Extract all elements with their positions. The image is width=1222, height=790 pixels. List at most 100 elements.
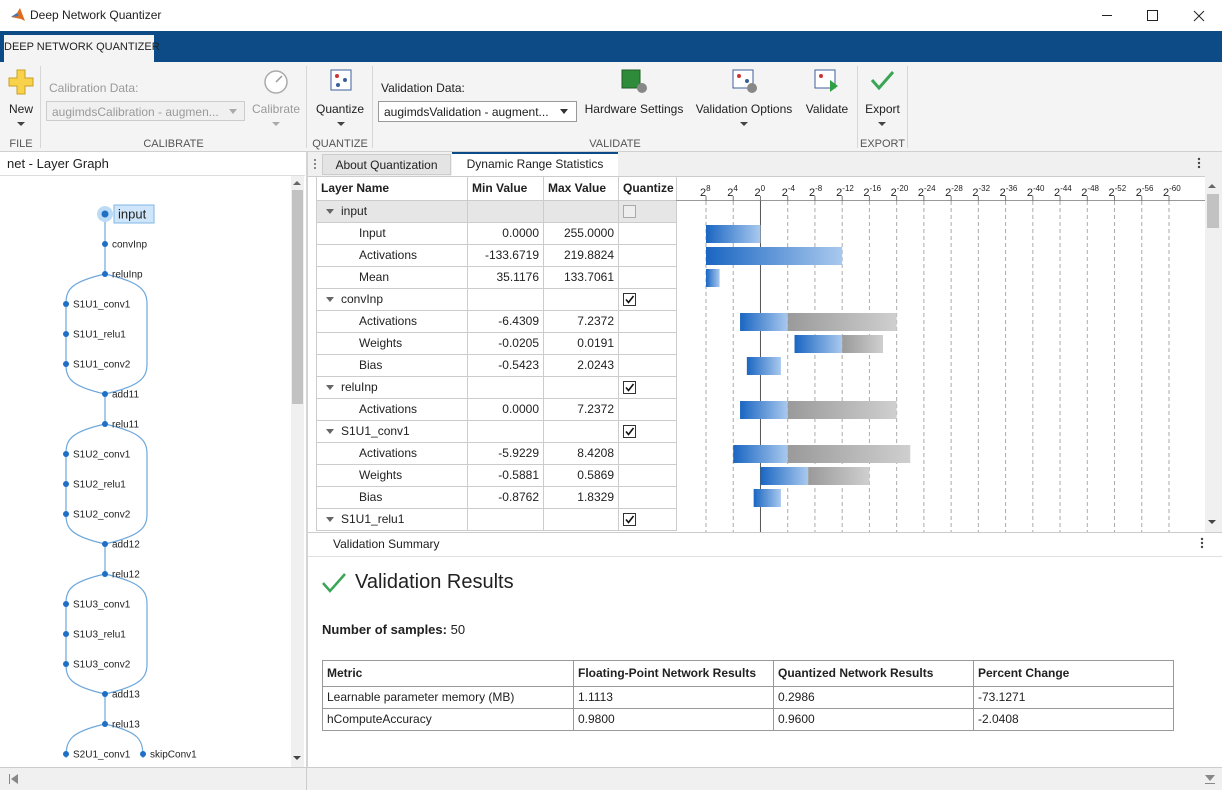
samples-label: Number of samples: <box>322 622 447 637</box>
dropdown-arrow <box>228 108 238 116</box>
graph-node[interactable] <box>63 301 69 307</box>
graph-node[interactable] <box>63 631 69 637</box>
layer-stat-name: Weights <box>317 465 468 487</box>
empty-cell <box>619 443 677 465</box>
graph-node[interactable] <box>102 391 108 397</box>
graph-node[interactable] <box>102 691 108 697</box>
empty-cell <box>468 421 544 443</box>
empty-cell <box>468 289 544 311</box>
section-label: CALIBRATE <box>41 138 306 150</box>
tick-exponent: -8 <box>815 184 823 193</box>
x-tick-label: 2-32 <box>972 184 990 199</box>
graph-node[interactable] <box>63 331 69 337</box>
tick-exponent: -36 <box>1006 184 1018 193</box>
metrics-header: Floating-Point Network Results <box>573 660 774 687</box>
x-tick-label: 2-8 <box>809 184 823 199</box>
graph-node[interactable] <box>63 751 69 757</box>
quantize-checkbox[interactable] <box>619 289 677 310</box>
tick-exponent: 4 <box>733 184 738 193</box>
calibrate-button[interactable]: Calibrate <box>246 102 306 116</box>
graph-node[interactable] <box>63 601 69 607</box>
node-label: S1U2_conv1 <box>73 450 131 461</box>
expand-arrow <box>326 209 334 214</box>
tick-exponent: -40 <box>1033 184 1045 193</box>
min-value: 0.0000 <box>468 223 544 245</box>
x-tick-label: 2-20 <box>891 184 909 199</box>
node-label: relu13 <box>112 720 140 731</box>
quantize-button[interactable]: Quantize <box>307 102 373 116</box>
quantize-checkbox[interactable] <box>619 377 677 398</box>
max-value: 0.5869 <box>544 465 619 487</box>
graph-node[interactable] <box>63 661 69 667</box>
x-tick-label: 2-4 <box>782 184 796 199</box>
window-title: Deep Network Quantizer <box>30 8 161 22</box>
checkbox-box <box>624 294 636 306</box>
window-controls[interactable] <box>1090 0 1222 31</box>
graph-node[interactable] <box>63 511 69 517</box>
graph-node[interactable] <box>102 541 108 547</box>
empty-cell <box>619 245 677 267</box>
tab-strip-icons <box>308 152 1222 176</box>
quantize-checkbox[interactable] <box>619 201 677 222</box>
max-value: 8.4208 <box>544 443 619 465</box>
graph-node[interactable] <box>102 211 109 218</box>
histogram-in-range <box>740 401 788 419</box>
validate-button[interactable]: Validate <box>799 102 855 116</box>
expand-toggle[interactable] <box>325 384 335 392</box>
validation-data-label: Validation Data: <box>381 81 465 95</box>
histogram-out-of-range <box>788 401 897 419</box>
section-label: QUANTIZE <box>307 138 373 150</box>
app-tab[interactable]: DEEP NETWORK QUANTIZER <box>4 35 154 62</box>
node-label: add12 <box>112 540 140 551</box>
graph-node[interactable] <box>63 451 69 457</box>
metrics-cell: hComputeAccuracy <box>322 708 574 731</box>
column-header: Max Value <box>544 177 619 201</box>
histogram-in-range <box>740 313 788 331</box>
export-button[interactable]: Export <box>858 102 907 116</box>
max-value: 7.2372 <box>544 399 619 421</box>
node-label: S1U2_relu1 <box>73 480 126 491</box>
node-label: convInp <box>112 240 147 251</box>
validation-options-button[interactable]: Validation Options <box>689 102 799 116</box>
empty-cell <box>619 333 677 355</box>
tick-exponent: -4 <box>788 184 796 193</box>
splitter[interactable] <box>306 152 308 767</box>
tick-exponent: -44 <box>1060 184 1072 193</box>
min-value: -0.0205 <box>468 333 544 355</box>
graph-node[interactable] <box>102 241 108 247</box>
section-label: EXPORT <box>858 138 907 150</box>
expand-toggle[interactable] <box>325 208 335 216</box>
expand-toggle[interactable] <box>325 428 335 436</box>
layer-stat-name: Activations <box>317 245 468 267</box>
graph-node[interactable] <box>63 481 69 487</box>
node-label: S1U3_conv2 <box>73 660 131 671</box>
x-tick-label: 2-56 <box>1136 184 1154 199</box>
calibration-data-dropdown[interactable]: augimdsCalibration - augmen... <box>46 101 245 121</box>
x-tick-label: 28 <box>700 184 711 199</box>
hardware-settings-button[interactable]: Hardware Settings <box>579 102 689 116</box>
graph-node[interactable] <box>63 361 69 367</box>
empty-cell <box>619 267 677 289</box>
metrics-cell: 0.2986 <box>773 686 974 709</box>
graph-node[interactable] <box>102 421 108 427</box>
quantize-checkbox[interactable] <box>619 509 677 530</box>
expand-toggle[interactable] <box>325 296 335 304</box>
tick-exponent: -56 <box>1142 184 1154 193</box>
validation-data-dropdown[interactable]: augimdsValidation - augment... <box>378 101 577 122</box>
expand-toggle[interactable] <box>325 516 335 524</box>
empty-cell <box>544 201 619 223</box>
graph-node[interactable] <box>102 271 108 277</box>
graph-node[interactable] <box>102 571 108 577</box>
metrics-cell: Learnable parameter memory (MB) <box>322 686 574 709</box>
graph-node[interactable] <box>102 721 108 727</box>
new-button[interactable]: New <box>0 102 42 116</box>
graph-node[interactable] <box>140 751 146 757</box>
quantize-checkbox[interactable] <box>619 421 677 442</box>
tick-exponent: -48 <box>1087 184 1099 193</box>
x-tick-label: 2-36 <box>1000 184 1018 199</box>
panel-menu[interactable] <box>1196 536 1208 552</box>
node-label: S1U1_conv2 <box>73 360 131 371</box>
empty-cell <box>619 399 677 421</box>
success-icon <box>320 570 348 596</box>
